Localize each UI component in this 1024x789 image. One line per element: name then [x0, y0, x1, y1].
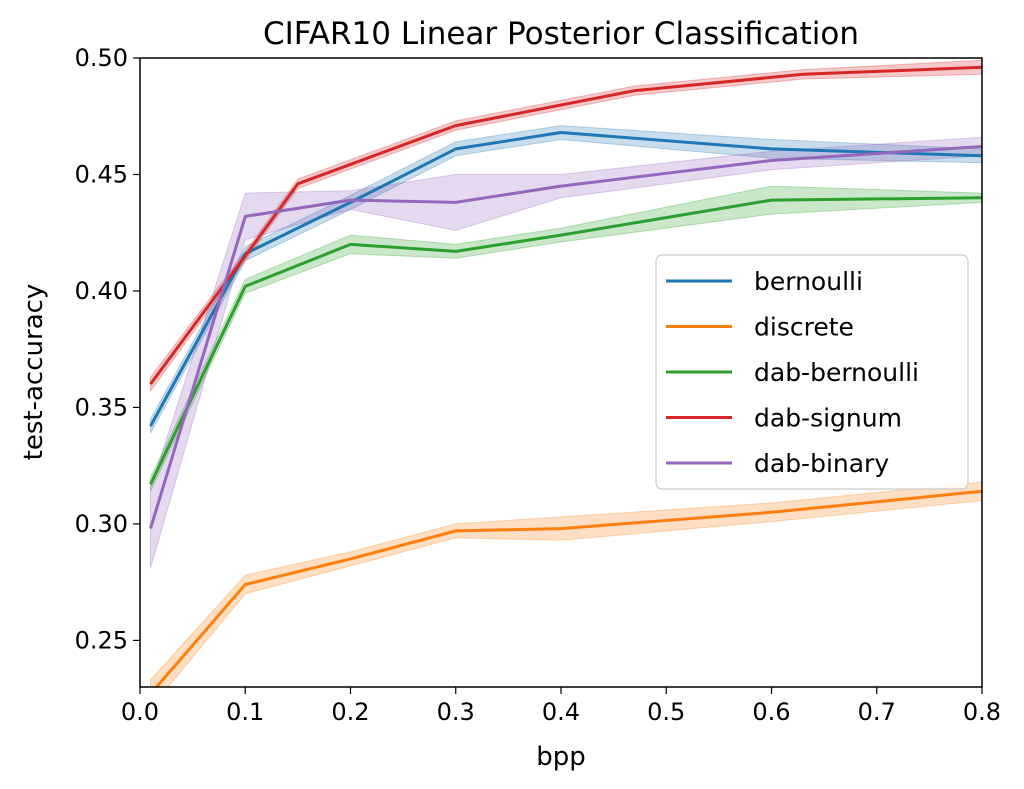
- plot-area: [149, 59, 982, 687]
- y-tick-label: 0.50: [75, 44, 128, 72]
- y-axis-label: test-accuracy: [19, 284, 49, 461]
- legend-label-bernoulli: bernoulli: [754, 267, 863, 296]
- y-tick-label: 0.40: [75, 277, 128, 305]
- x-tick-label: 0.5: [647, 698, 685, 726]
- legend-label-dab-binary: dab-binary: [754, 449, 889, 478]
- x-tick-label: 0.6: [752, 698, 790, 726]
- series-line-dab-binary: [149, 145, 982, 530]
- y-axis: 0.25 0.30 0.35 0.40 0.45 0.50: [75, 44, 140, 654]
- legend: bernoulli discrete dab-bernoulli dab-signum…: [655, 254, 969, 490]
- legend-label-discrete: discrete: [754, 313, 854, 342]
- legend-label-dab-bernoulli: dab-bernoulli: [754, 358, 919, 387]
- y-tick-label: 0.25: [75, 626, 128, 654]
- series-band-dab-signum: [150, 59, 982, 393]
- x-tick-label: 0.7: [858, 698, 896, 726]
- series-band-discrete: [150, 481, 982, 687]
- x-tick-label: 0.0: [121, 698, 159, 726]
- x-tick-label: 0.3: [437, 698, 475, 726]
- x-tick-label: 0.2: [331, 698, 369, 726]
- series-band-dab-bernoulli: [150, 185, 982, 492]
- x-axis-label: bpp: [536, 742, 586, 772]
- legend-box: [655, 254, 969, 490]
- y-tick-label: 0.30: [75, 510, 128, 538]
- series-line-discrete: [154, 489, 982, 687]
- series-band-bernoulli: [150, 125, 982, 434]
- series-line-dab-signum: [149, 65, 982, 385]
- legend-label-dab-signum: dab-signum: [754, 404, 902, 433]
- y-tick-label: 0.45: [75, 160, 128, 188]
- y-tick-label: 0.35: [75, 393, 128, 421]
- x-axis: 0.0 0.1 0.2 0.3 0.4 0.5 0.6 0.7 0.8: [121, 687, 1001, 726]
- x-tick-label: 0.8: [963, 698, 1001, 726]
- chart-title: CIFAR10 Linear Posterior Classification: [263, 16, 859, 52]
- x-tick-label: 0.4: [542, 698, 580, 726]
- x-tick-label: 0.1: [226, 698, 264, 726]
- series-line-dab-bernoulli: [149, 196, 982, 485]
